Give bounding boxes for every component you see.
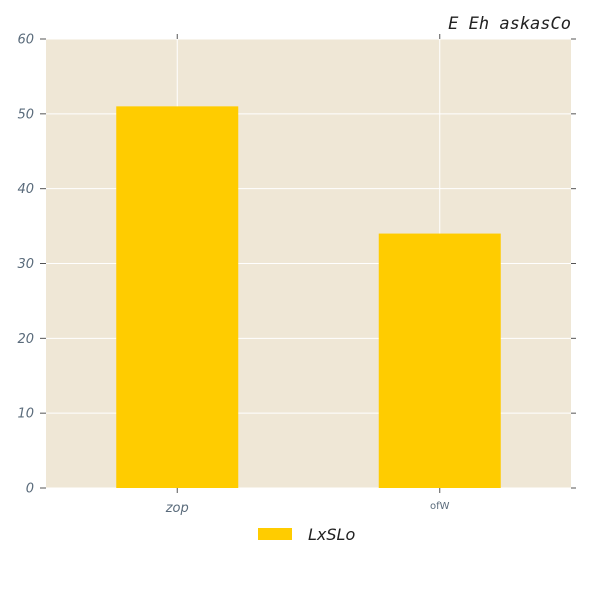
- bar-ofW: [378, 233, 501, 488]
- y-axis-tick-labels: 0 10 20 30 40 50 60: [17, 33, 34, 497]
- chart-title: E Eh askasCo: [448, 14, 571, 34]
- y-tick-label: 30: [17, 257, 34, 272]
- bar-zop: [116, 106, 239, 488]
- y-tick-label: 60: [17, 33, 34, 48]
- legend-label: LxSLo: [308, 525, 355, 544]
- y-tick-label: 0: [26, 482, 34, 497]
- legend: LxSLo: [258, 525, 355, 544]
- axis-ticks: [40, 34, 576, 493]
- x-axis-tick-labels: zop ofW: [165, 501, 450, 516]
- x-tick-label: ofW: [430, 501, 450, 512]
- legend-swatch: [258, 528, 292, 540]
- y-tick-label: 20: [17, 332, 34, 347]
- y-tick-label: 40: [17, 182, 34, 197]
- bars-group: [116, 106, 501, 488]
- y-tick-label: 50: [17, 107, 34, 122]
- x-tick-label: zop: [165, 501, 189, 516]
- y-tick-label: 10: [17, 407, 34, 422]
